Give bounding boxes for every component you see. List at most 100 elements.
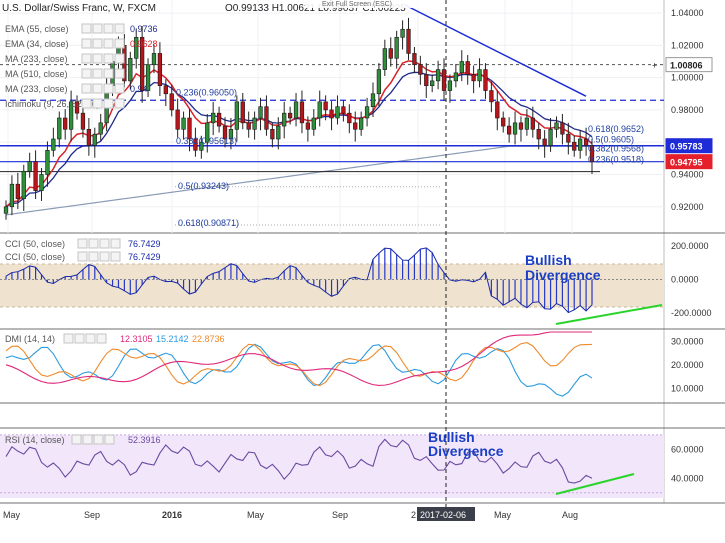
- candle[interactable]: [370, 93, 376, 107]
- legend-control-icon[interactable]: [103, 53, 114, 64]
- candle[interactable]: [465, 61, 470, 75]
- legend-control-icon[interactable]: [92, 98, 103, 109]
- candle[interactable]: [347, 112, 352, 124]
- candle[interactable]: [134, 36, 139, 59]
- candle[interactable]: [39, 174, 44, 191]
- candle[interactable]: [3, 206, 9, 214]
- candle[interactable]: [323, 101, 328, 111]
- candle[interactable]: [264, 106, 269, 130]
- legend-control-icon[interactable]: [103, 83, 114, 94]
- candle[interactable]: [222, 125, 228, 140]
- candle[interactable]: [234, 101, 239, 130]
- time-axis[interactable]: May Sep 2016 May Sep 2 2017-02-06 May Aug: [3, 507, 578, 521]
- legend-control-icon[interactable]: [92, 68, 103, 79]
- candle[interactable]: [199, 141, 204, 151]
- candle[interactable]: [98, 122, 103, 135]
- candle[interactable]: [418, 64, 423, 75]
- candle[interactable]: [447, 80, 453, 91]
- candle[interactable]: [92, 133, 97, 146]
- candle[interactable]: [394, 36, 399, 59]
- candle[interactable]: [216, 112, 222, 127]
- legend-control-icon[interactable]: [92, 83, 103, 94]
- legend-control-icon[interactable]: [114, 23, 125, 34]
- legend-control-icon[interactable]: [110, 251, 121, 262]
- candle[interactable]: [145, 64, 151, 91]
- legend-control-icon[interactable]: [114, 38, 125, 49]
- candle[interactable]: [205, 122, 210, 143]
- candle[interactable]: [406, 28, 411, 54]
- legend-control-icon[interactable]: [96, 333, 107, 344]
- candle[interactable]: [589, 145, 595, 163]
- candle[interactable]: [524, 117, 530, 130]
- legend-control-icon[interactable]: [92, 53, 103, 64]
- candle[interactable]: [246, 122, 251, 130]
- candle[interactable]: [157, 53, 163, 87]
- candle[interactable]: [181, 117, 186, 130]
- candle[interactable]: [572, 141, 577, 151]
- candle[interactable]: [187, 117, 192, 140]
- legend-control-icon[interactable]: [88, 251, 99, 262]
- cci-pane[interactable]: [0, 247, 664, 325]
- candle[interactable]: [583, 138, 589, 146]
- candle[interactable]: [554, 122, 559, 130]
- candle[interactable]: [51, 138, 56, 151]
- candle[interactable]: [536, 129, 541, 140]
- exit-fullscreen-button[interactable]: Exit Full Screen (ESC): [322, 1, 392, 8]
- legend-control-icon[interactable]: [63, 333, 74, 344]
- candle[interactable]: [435, 69, 441, 82]
- legend-control-icon[interactable]: [81, 53, 92, 64]
- candle[interactable]: [489, 90, 494, 103]
- candle[interactable]: [86, 129, 92, 146]
- candle[interactable]: [169, 93, 174, 111]
- legend-control-icon[interactable]: [92, 38, 103, 49]
- candle[interactable]: [317, 101, 322, 119]
- legend-control-icon[interactable]: [93, 434, 104, 445]
- legend-control-icon[interactable]: [114, 98, 125, 109]
- candle[interactable]: [68, 101, 74, 130]
- candle[interactable]: [270, 129, 275, 140]
- candle[interactable]: [353, 122, 358, 130]
- candle[interactable]: [388, 48, 393, 59]
- candle[interactable]: [341, 106, 346, 114]
- candle[interactable]: [21, 170, 26, 200]
- legend-control-icon[interactable]: [81, 83, 92, 94]
- price-axis[interactable]: 1.040001.020001.000000.980000.960000.940…: [652, 8, 713, 483]
- candle[interactable]: [9, 183, 15, 208]
- candle[interactable]: [578, 138, 583, 151]
- indicator-legend[interactable]: EMA (55, close) 0.9736 EMA (34, close) 0.96…: [5, 23, 225, 445]
- legend-control-icon[interactable]: [88, 238, 99, 249]
- candle[interactable]: [329, 109, 334, 119]
- legend-control-icon[interactable]: [77, 238, 88, 249]
- candle[interactable]: [287, 112, 293, 119]
- legend-control-icon[interactable]: [104, 434, 115, 445]
- candle[interactable]: [566, 133, 571, 143]
- candle[interactable]: [359, 117, 364, 130]
- candle[interactable]: [63, 117, 68, 130]
- candle[interactable]: [193, 138, 198, 151]
- legend-control-icon[interactable]: [85, 333, 96, 344]
- legend-control-icon[interactable]: [110, 238, 121, 249]
- candle[interactable]: [228, 129, 234, 140]
- candle[interactable]: [477, 69, 482, 82]
- candle[interactable]: [258, 106, 263, 119]
- legend-control-icon[interactable]: [99, 251, 110, 262]
- legend-control-icon[interactable]: [103, 68, 114, 79]
- main-price-pane[interactable]: 0.618(0.9652)0.5(0.9605)0.382(0.9568)0.2…: [0, 0, 664, 503]
- candle[interactable]: [57, 117, 62, 140]
- candle[interactable]: [430, 80, 435, 87]
- legend-control-icon[interactable]: [77, 251, 88, 262]
- candle[interactable]: [412, 53, 417, 66]
- candle[interactable]: [276, 125, 281, 140]
- candle[interactable]: [211, 112, 216, 124]
- candle[interactable]: [15, 183, 20, 200]
- candle[interactable]: [80, 112, 86, 130]
- candle[interactable]: [74, 101, 80, 114]
- candle[interactable]: [45, 149, 50, 175]
- candle[interactable]: [471, 74, 476, 82]
- legend-control-icon[interactable]: [103, 38, 114, 49]
- candle[interactable]: [382, 48, 387, 70]
- candle[interactable]: [512, 122, 518, 135]
- candle[interactable]: [376, 69, 382, 95]
- legend-control-icon[interactable]: [103, 98, 114, 109]
